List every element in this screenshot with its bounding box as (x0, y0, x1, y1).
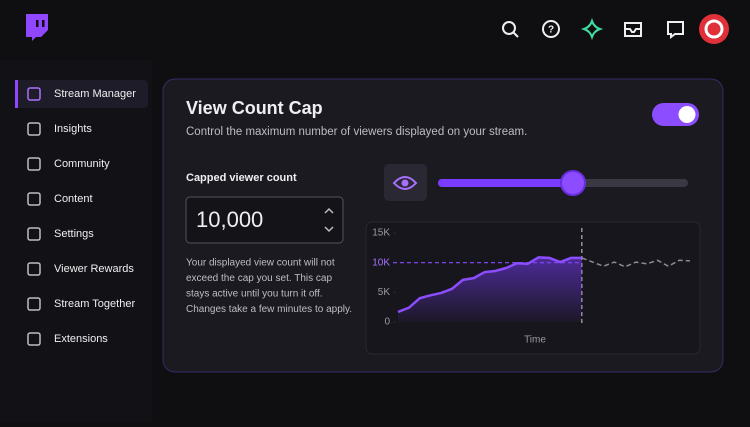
series-line (581, 257, 691, 268)
stepper[interactable] (324, 207, 334, 233)
help-text: stays active until you turn it off. (186, 289, 323, 300)
chat-icon[interactable] (667, 21, 684, 39)
nav-item[interactable]: Content (54, 193, 93, 205)
avatar[interactable] (699, 14, 729, 44)
nav-item[interactable]: Insights (54, 123, 92, 135)
search-icon[interactable] (502, 21, 519, 38)
card-title: View Count Cap (186, 98, 323, 118)
help-text: Your displayed view count will not (186, 258, 335, 269)
nav-item[interactable]: Stream Together (54, 298, 135, 310)
card-subtitle: Control the maximum number of viewers di… (186, 126, 527, 138)
eye-button[interactable] (384, 164, 427, 201)
logo[interactable] (26, 14, 48, 41)
y-tick-label: 15K (372, 228, 390, 239)
nav-icon (27, 157, 41, 171)
active-item-bg (15, 80, 148, 108)
y-tick-label: 5K (378, 287, 391, 298)
input-label: Capped viewer count (186, 172, 297, 184)
series-line (397, 256, 582, 314)
nav-icon (27, 332, 41, 346)
help-text: exceed the cap you set. This cap (186, 273, 332, 284)
sidebar (0, 60, 152, 422)
input-box[interactable] (185, 196, 344, 244)
svg-text:?: ? (548, 25, 554, 36)
nav-icon (27, 122, 41, 136)
nav-icon (27, 87, 41, 101)
input-value: 10,000 (196, 207, 263, 232)
nav-icon (27, 192, 41, 206)
help-icon[interactable]: ? (542, 20, 560, 38)
nav-icon (27, 227, 41, 241)
inbox-icon[interactable] (624, 22, 642, 37)
nav-icon (27, 262, 41, 276)
nav-item[interactable]: Viewer Rewards (54, 263, 134, 275)
y-tick-label: 10K (372, 257, 390, 268)
nav-item[interactable]: Settings (54, 228, 94, 240)
active-indicator (15, 80, 18, 108)
y-tick-label: 0 (384, 317, 390, 328)
nav-item[interactable]: Stream Manager (54, 88, 136, 100)
slider[interactable] (438, 170, 688, 196)
x-axis-label: Time (524, 335, 546, 346)
sparkle-icon[interactable] (580, 17, 604, 41)
nav-icon (27, 297, 41, 311)
nav-item[interactable]: Community (54, 158, 110, 170)
nav-item[interactable]: Extensions (54, 333, 108, 345)
toggle[interactable] (652, 103, 699, 126)
area (398, 257, 582, 322)
help-text: Changes take a few minutes to apply. (186, 304, 352, 315)
